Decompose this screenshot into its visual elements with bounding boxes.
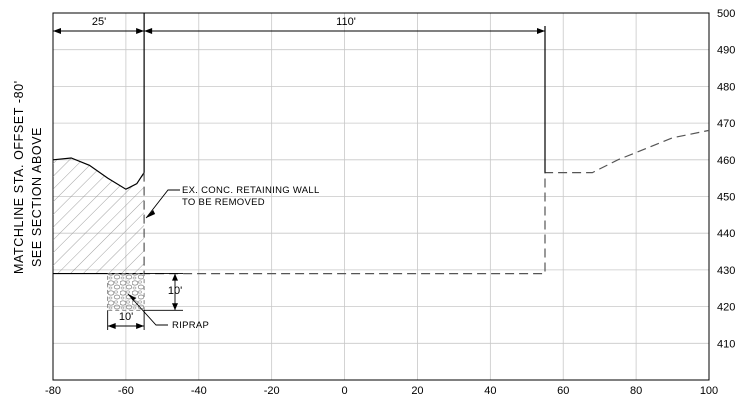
- y-tick-label: 500: [717, 8, 735, 20]
- dim-riprap-width-label: 10': [119, 311, 133, 323]
- wall-note-leader: [145, 189, 180, 219]
- riprap-outline: [107, 273, 145, 311]
- wall-note-arrowhead: [146, 210, 156, 218]
- dim-width-main-label: 110': [336, 16, 356, 28]
- y-axis-tick-labels: 410 420 430 440 450 460 470 480 490 500: [717, 8, 735, 350]
- wall-note-line2: TO BE REMOVED: [182, 197, 265, 208]
- x-tick-label: -80: [45, 385, 61, 397]
- dim-arrow: [136, 28, 145, 34]
- dim-arrow: [144, 28, 153, 34]
- dim-arrow: [136, 323, 145, 329]
- y-tick-label: 420: [717, 302, 735, 314]
- y-tick-label: 470: [717, 118, 735, 130]
- y-tick-label: 440: [717, 228, 735, 240]
- dim-riprap-height-label: 10': [168, 285, 182, 297]
- dim-arrow: [172, 273, 178, 281]
- y-tick-label: 460: [717, 155, 735, 167]
- x-tick-label: -60: [118, 385, 134, 397]
- hatched-fill-area: [53, 158, 145, 274]
- dim-arrow: [537, 28, 545, 34]
- x-axis-tick-labels: -80 -60 -40 -20 0 20 40 60 80 100: [45, 385, 718, 397]
- y-tick-label: 410: [717, 338, 735, 350]
- x-tick-label: 80: [630, 385, 642, 397]
- riprap-fill-area: [107, 273, 145, 311]
- dimension-lines: [53, 28, 545, 330]
- y-tick-label: 450: [717, 192, 735, 204]
- x-tick-label: -40: [191, 385, 207, 397]
- x-tick-label: 40: [484, 385, 496, 397]
- grid-lines: [53, 13, 709, 380]
- dim-arrow: [172, 303, 178, 311]
- y-tick-label: 490: [717, 45, 735, 57]
- x-tick-label: 0: [341, 385, 347, 397]
- wall-note-line1: EX. CONC. RETAINING WALL: [182, 185, 320, 196]
- x-tick-label: 60: [557, 385, 569, 397]
- solid-ground-line: [52, 157, 145, 190]
- dim-arrow: [107, 323, 116, 329]
- x-tick-label: -20: [264, 385, 280, 397]
- riprap-note-arrowhead: [128, 294, 136, 301]
- dim-arrow: [53, 28, 61, 34]
- side-label-line2: SEE SECTION ABOVE: [30, 127, 44, 267]
- riprap-note-leader: [127, 293, 168, 326]
- side-label-line1: MATCHLINE STA. OFFSET -80': [12, 80, 26, 274]
- walls: [143, 13, 546, 173]
- riprap-note: RIPRAP: [172, 320, 209, 331]
- ground-profile: [52, 129, 710, 311]
- y-tick-label: 430: [717, 265, 735, 277]
- dim-width-left-label: 25': [92, 16, 106, 28]
- y-tick-label: 480: [717, 81, 735, 93]
- x-tick-label: 20: [411, 385, 423, 397]
- x-tick-label: 100: [700, 385, 718, 397]
